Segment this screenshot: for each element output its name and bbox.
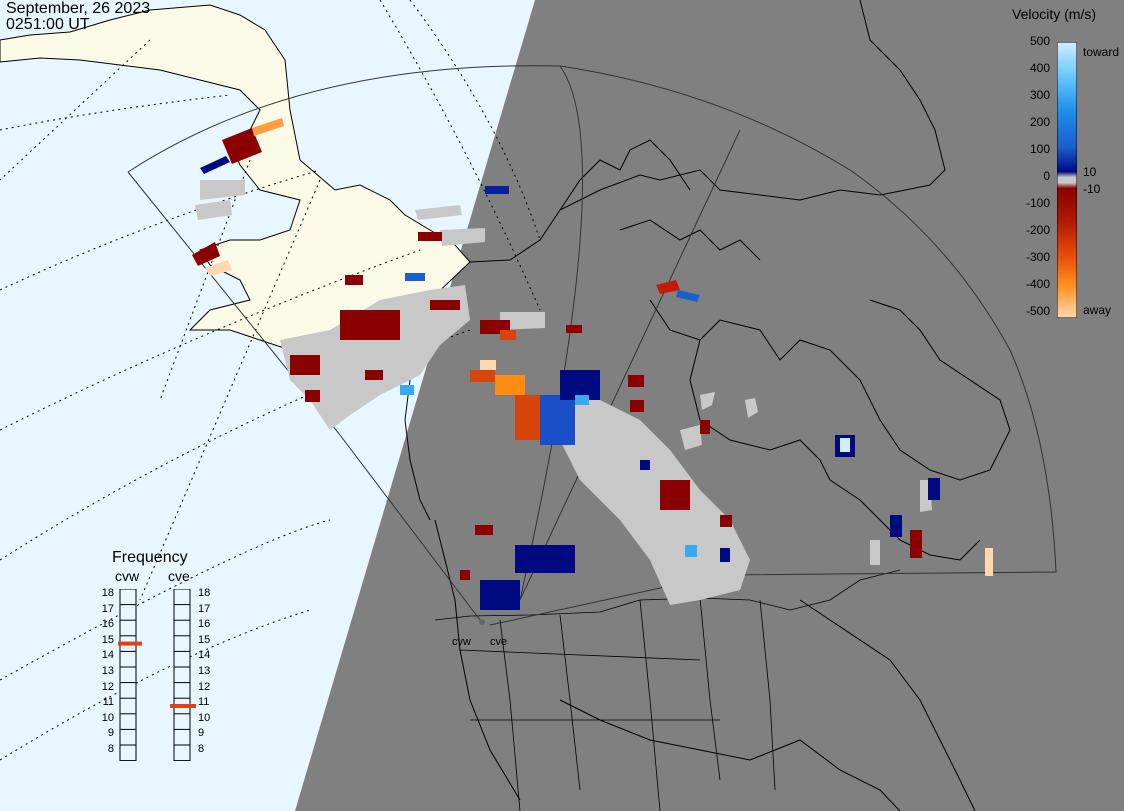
echo-cell: [470, 370, 495, 382]
colorbar-tick-label: 200: [1029, 115, 1050, 129]
away-label: away: [1083, 303, 1112, 317]
echo-cell: [660, 480, 690, 510]
colorbar-tick-label: -500: [1025, 304, 1050, 318]
frequency-tick-right: 8: [198, 743, 205, 755]
echo-cell: [676, 290, 700, 302]
frequency-column: [173, 589, 191, 761]
small-positive-label: 10: [1083, 165, 1097, 179]
echo-cell: [460, 570, 470, 580]
colorbar-tick-label: 300: [1029, 88, 1050, 102]
echo-cell: [345, 275, 363, 285]
echo-cell: [430, 300, 460, 310]
frequency-tick-left: 9: [107, 727, 114, 740]
colorbar-tick-label: 100: [1029, 142, 1050, 156]
colorbar-tick-label: 400: [1029, 61, 1050, 75]
colorbar-tick-label: -100: [1025, 196, 1050, 210]
frequency-tick-right: 13: [198, 665, 211, 677]
frequency-bars: [118, 589, 196, 761]
colorbar-title: Velocity (m/s): [1012, 6, 1097, 22]
echo-cell: [890, 515, 902, 537]
colorbar-tick-label: -300: [1025, 250, 1050, 264]
colorbar-tick-label: 0: [1043, 169, 1050, 183]
echo-cell: [910, 530, 922, 558]
echo-cell: [365, 370, 383, 380]
echo-cell: [290, 355, 320, 375]
velocity-colorbar: [1057, 42, 1077, 318]
frequency-tick-right: 18: [198, 587, 211, 599]
echo-cell: [485, 186, 509, 194]
cvw-frequency-marker: [118, 641, 142, 646]
echo-cell: [252, 118, 284, 136]
toward-echoes: [200, 156, 940, 610]
frequency-tick-right: 14: [198, 649, 211, 662]
echo-cell: [628, 375, 644, 387]
echo-cell: [480, 580, 520, 610]
echo-cell: [685, 545, 697, 557]
echo-cell: [475, 525, 493, 535]
frequency-tick-right: 17: [198, 602, 211, 615]
frequency-tick-right: 10: [198, 711, 211, 724]
frequency-tick-right: 12: [198, 680, 211, 693]
ground-scatter: [195, 180, 932, 605]
echo-cell: [928, 478, 940, 500]
radar-name-cvw: cvw: [115, 568, 140, 584]
echo-cell: [480, 360, 496, 370]
frequency-tick-left: 12: [101, 680, 114, 693]
colorbar-tick-label: -400: [1025, 277, 1050, 291]
map-time: 0251:00 UT: [6, 16, 90, 33]
echo-cell: [305, 390, 320, 402]
map-date: September, 26 2023: [6, 0, 151, 17]
frequency-tick-left: 11: [102, 696, 114, 709]
echo-cell: [840, 438, 850, 452]
echo-cell: [566, 325, 582, 333]
site-label-cve: cve: [490, 636, 508, 648]
frequency-tick-left: 14: [101, 649, 114, 662]
site-label-cvw: cvw: [452, 636, 471, 648]
echo-cell: [500, 330, 516, 340]
frequency-tick-left: 8: [107, 743, 114, 755]
echo-cell: [340, 310, 400, 340]
frequency-tick-right: 16: [198, 618, 211, 631]
echo-cell: [720, 515, 732, 527]
frequency-tick-left: 13: [101, 665, 114, 677]
echo-cell: [192, 242, 220, 266]
echo-cell: [540, 395, 575, 445]
echo-cell: [400, 385, 414, 395]
echo-cell: [575, 395, 589, 405]
echo-cell: [495, 375, 525, 395]
small-negative-label: -10: [1083, 182, 1101, 196]
colorbar-tick-label: 500: [1029, 34, 1050, 48]
frequency-tick-right: 9: [198, 727, 205, 740]
echo-cell: [640, 460, 650, 470]
colorbar-tick-label: -200: [1025, 223, 1050, 237]
daylight-land: [0, 4, 471, 391]
echo-cell: [700, 420, 710, 434]
echo-cell: [985, 548, 993, 576]
echo-cell: [630, 400, 644, 412]
echo-cell: [200, 156, 230, 174]
toward-label: toward: [1083, 45, 1120, 59]
frequency-title: Frequency: [112, 549, 188, 566]
frequency-tick-left: 18: [101, 587, 114, 599]
echo-cell: [515, 545, 575, 573]
frequency-tick-left: 10: [101, 711, 114, 724]
frequency-column: [119, 589, 137, 761]
echo-cell: [720, 548, 730, 562]
radar-name-cve: cve: [168, 568, 190, 584]
frequency-tick-right: 11: [198, 696, 210, 709]
frequency-tick-right: 15: [198, 633, 211, 646]
cvw-site-marker: [479, 619, 485, 625]
cve-frequency-marker: [170, 704, 196, 708]
echo-cell: [418, 232, 442, 241]
coastlines: [399, 0, 1011, 811]
frequency-tick-left: 17: [101, 602, 114, 615]
frequency-tick-left: 15: [101, 633, 114, 646]
echo-cell: [205, 260, 232, 276]
echo-cell: [222, 128, 262, 164]
frequency-tick-left: 16: [101, 618, 114, 631]
echo-cell: [656, 280, 680, 294]
echo-cell: [405, 273, 425, 281]
